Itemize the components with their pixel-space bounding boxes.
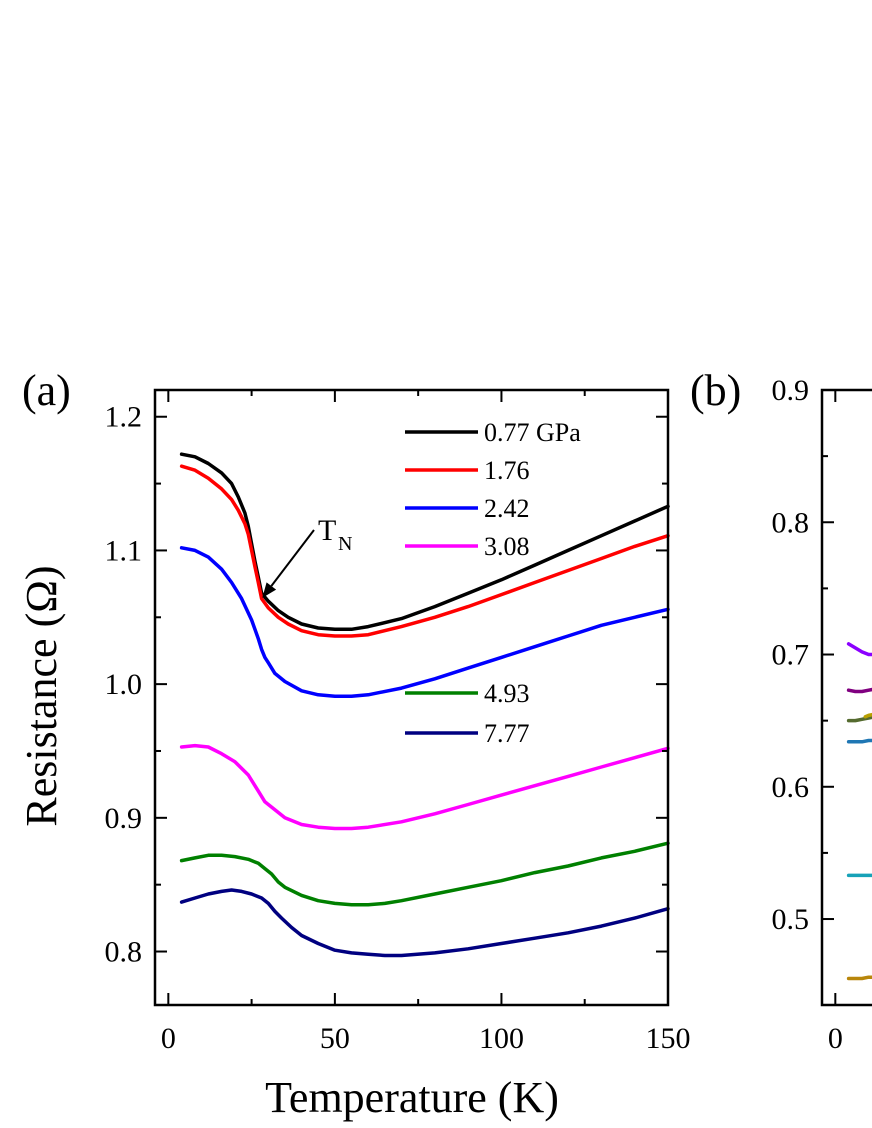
tn-arrow-head [262, 582, 277, 598]
panel-b-y-tick-label: 0.5 [772, 903, 810, 936]
panel-a-series-line-4 [179, 841, 670, 907]
panel-a-y-tick-label: 0.8 [105, 936, 143, 969]
panel-a-x-tick-label: 50 [320, 1022, 350, 1055]
panel-a-series-line-0 [179, 452, 670, 632]
panel-a-legend: 0.77 GPa 1.76 2.42 3.08 4.93 7.77 [405, 418, 581, 748]
panel-b-series-line-3 [863, 712, 872, 719]
panel-a-series-line-3 [179, 743, 670, 831]
panel-a-series-line-1 [179, 464, 670, 638]
panel-b-series-line-6 [846, 975, 872, 981]
tn-annotation: T N [262, 514, 352, 598]
panel-b-ticks: 0.5 0.6 0.7 0.8 0.9 0 [772, 374, 843, 1055]
panel-a-x-axis-title: Temperature (K) [265, 1073, 559, 1122]
panel-b-label: (b) [690, 366, 741, 415]
panel-b-frame [820, 388, 872, 1007]
panel-a-x-tick-label: 100 [479, 1022, 524, 1055]
panel-a-y-tick-label: 1.2 [105, 401, 143, 434]
panel-b-series-line-1 [846, 687, 872, 694]
panel-b-y-tick-label: 0.6 [772, 771, 810, 804]
panel-b-series-line-4 [846, 738, 872, 744]
panel-a-y-tick-label: 1.0 [105, 668, 143, 701]
panel-a-series [179, 452, 670, 958]
panel-a-x-tick-label: 0 [161, 1022, 176, 1055]
legend-label-1: 1.76 [484, 456, 530, 485]
tn-arrow-line [270, 529, 315, 587]
legend-label-5: 7.77 [484, 719, 530, 748]
panel-a-frame [153, 388, 670, 1007]
legend-label-0: 0.77 GPa [484, 418, 581, 447]
panel-b-y-tick-label: 0.9 [772, 374, 810, 407]
panel-b-y-tick-label: 0.8 [772, 506, 810, 539]
panel-b-series [846, 642, 872, 981]
panel-a-y-tick-label: 0.9 [105, 802, 143, 835]
panel-a-label: (a) [22, 366, 71, 415]
panel-b-series-line-2 [846, 715, 872, 723]
panel-a: (a) 0 50 100 150 0.8 0.9 1.0 1.1 1.2 0.77 GPa 1.7… [17, 366, 691, 1122]
legend-label-2: 2.42 [484, 494, 530, 523]
panel-b-x-tick-label: 0 [828, 1022, 843, 1055]
legend-label-3: 3.08 [484, 532, 530, 561]
panel-a-y-axis-title: Resistance (Ω) [17, 565, 66, 826]
panel-a-series-line-5 [179, 888, 670, 958]
legend-label-4: 4.93 [484, 679, 530, 708]
tn-label: T [318, 514, 336, 547]
panel-b: (b) 0.5 0.6 0.7 0.8 0.9 0 [690, 366, 872, 1055]
tn-label-subscript: N [338, 533, 352, 555]
panel-a-y-tick-label: 1.1 [105, 534, 143, 567]
panel-a-series-line-2 [179, 546, 670, 698]
panel-b-y-tick-label: 0.7 [772, 639, 810, 672]
panel-b-series-line-0 [846, 642, 872, 657]
panel-a-x-tick-label: 150 [646, 1022, 691, 1055]
